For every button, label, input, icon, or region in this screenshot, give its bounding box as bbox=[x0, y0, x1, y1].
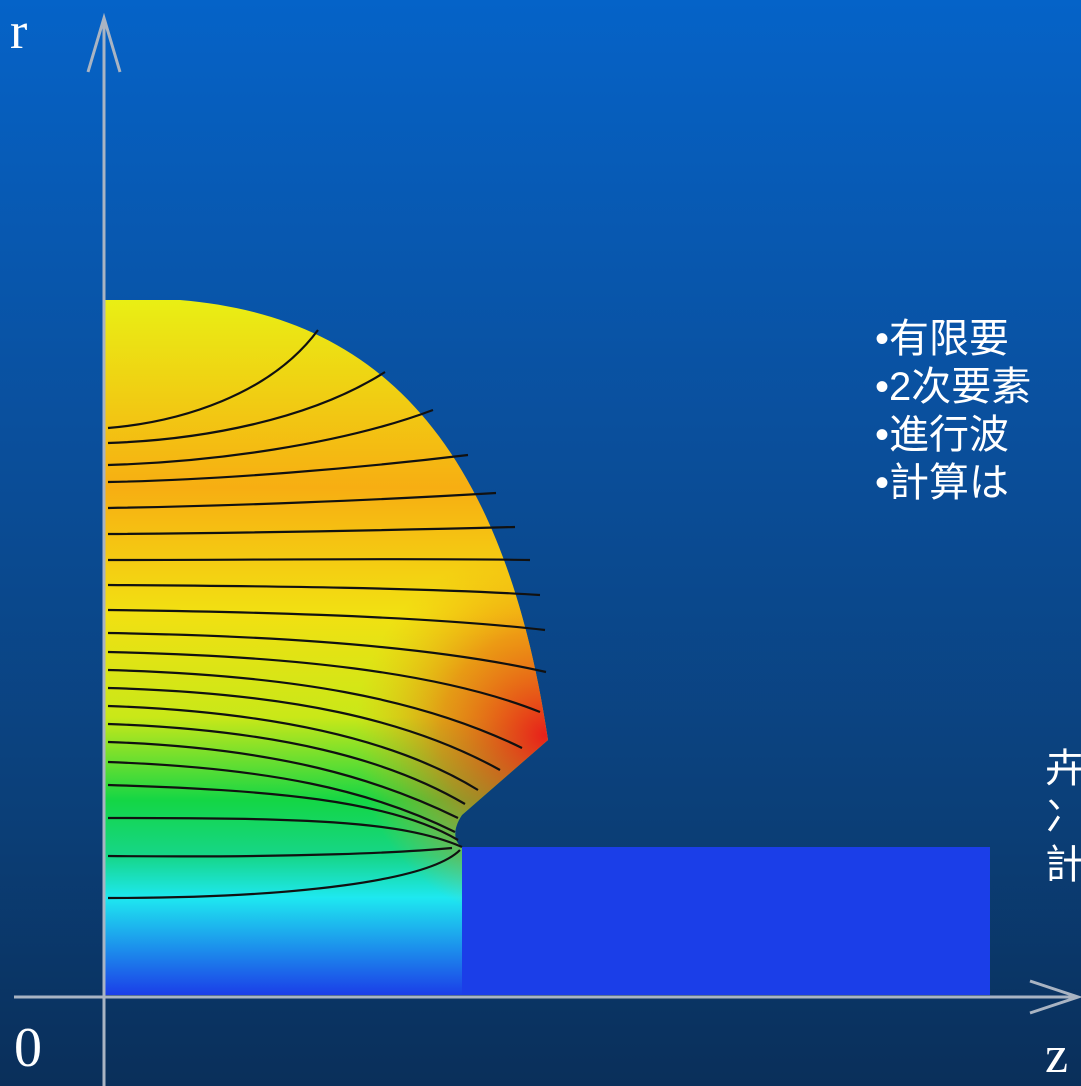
contour-line bbox=[107, 453, 469, 484]
contour-line bbox=[107, 371, 386, 445]
contour-line bbox=[107, 329, 319, 430]
contour-line bbox=[107, 816, 463, 849]
r-axis-arrowhead bbox=[86, 12, 122, 73]
contour-line bbox=[107, 760, 456, 833]
contour-line bbox=[107, 631, 547, 674]
contour-lines bbox=[107, 329, 547, 900]
bullet-item-3: •進行波 bbox=[875, 413, 1010, 457]
contour-line bbox=[107, 408, 434, 467]
bullet-list: •有限要 •2次要素 •進行波 •計算は bbox=[875, 315, 1081, 507]
contour-line bbox=[107, 583, 541, 597]
bullet-item-2: •2次要素 bbox=[875, 365, 1032, 409]
origin-label: 0 bbox=[14, 1017, 42, 1079]
contour-line bbox=[107, 704, 479, 791]
contour-line bbox=[107, 783, 459, 841]
side-text-1: 卉 bbox=[1045, 747, 1081, 791]
contour-line bbox=[107, 668, 523, 749]
contour-line bbox=[107, 525, 516, 536]
contour-line bbox=[107, 608, 546, 632]
contour-line bbox=[107, 650, 541, 714]
contour-line bbox=[107, 558, 531, 562]
field-region bbox=[105, 300, 990, 995]
z-axis-arrowhead bbox=[1029, 979, 1081, 1015]
side-text-3: 計 bbox=[1045, 843, 1081, 887]
contour-line bbox=[107, 722, 466, 805]
contour-line bbox=[107, 849, 461, 900]
contour-line bbox=[107, 686, 501, 771]
beam-pipe-region bbox=[462, 847, 990, 995]
contour-line bbox=[107, 740, 459, 819]
bullet-item-1: •有限要 bbox=[875, 317, 1010, 361]
axes bbox=[14, 12, 1081, 1086]
side-text-2: 冫 bbox=[1045, 795, 1081, 839]
side-text-column: 卉 冫 計 bbox=[1045, 745, 1081, 889]
bullet-item-4: •計算は bbox=[875, 461, 1010, 505]
contour-line bbox=[107, 846, 453, 858]
r-axis-label: r bbox=[10, 3, 28, 60]
contour-line bbox=[107, 491, 497, 510]
z-axis-label: z bbox=[1045, 1027, 1069, 1084]
